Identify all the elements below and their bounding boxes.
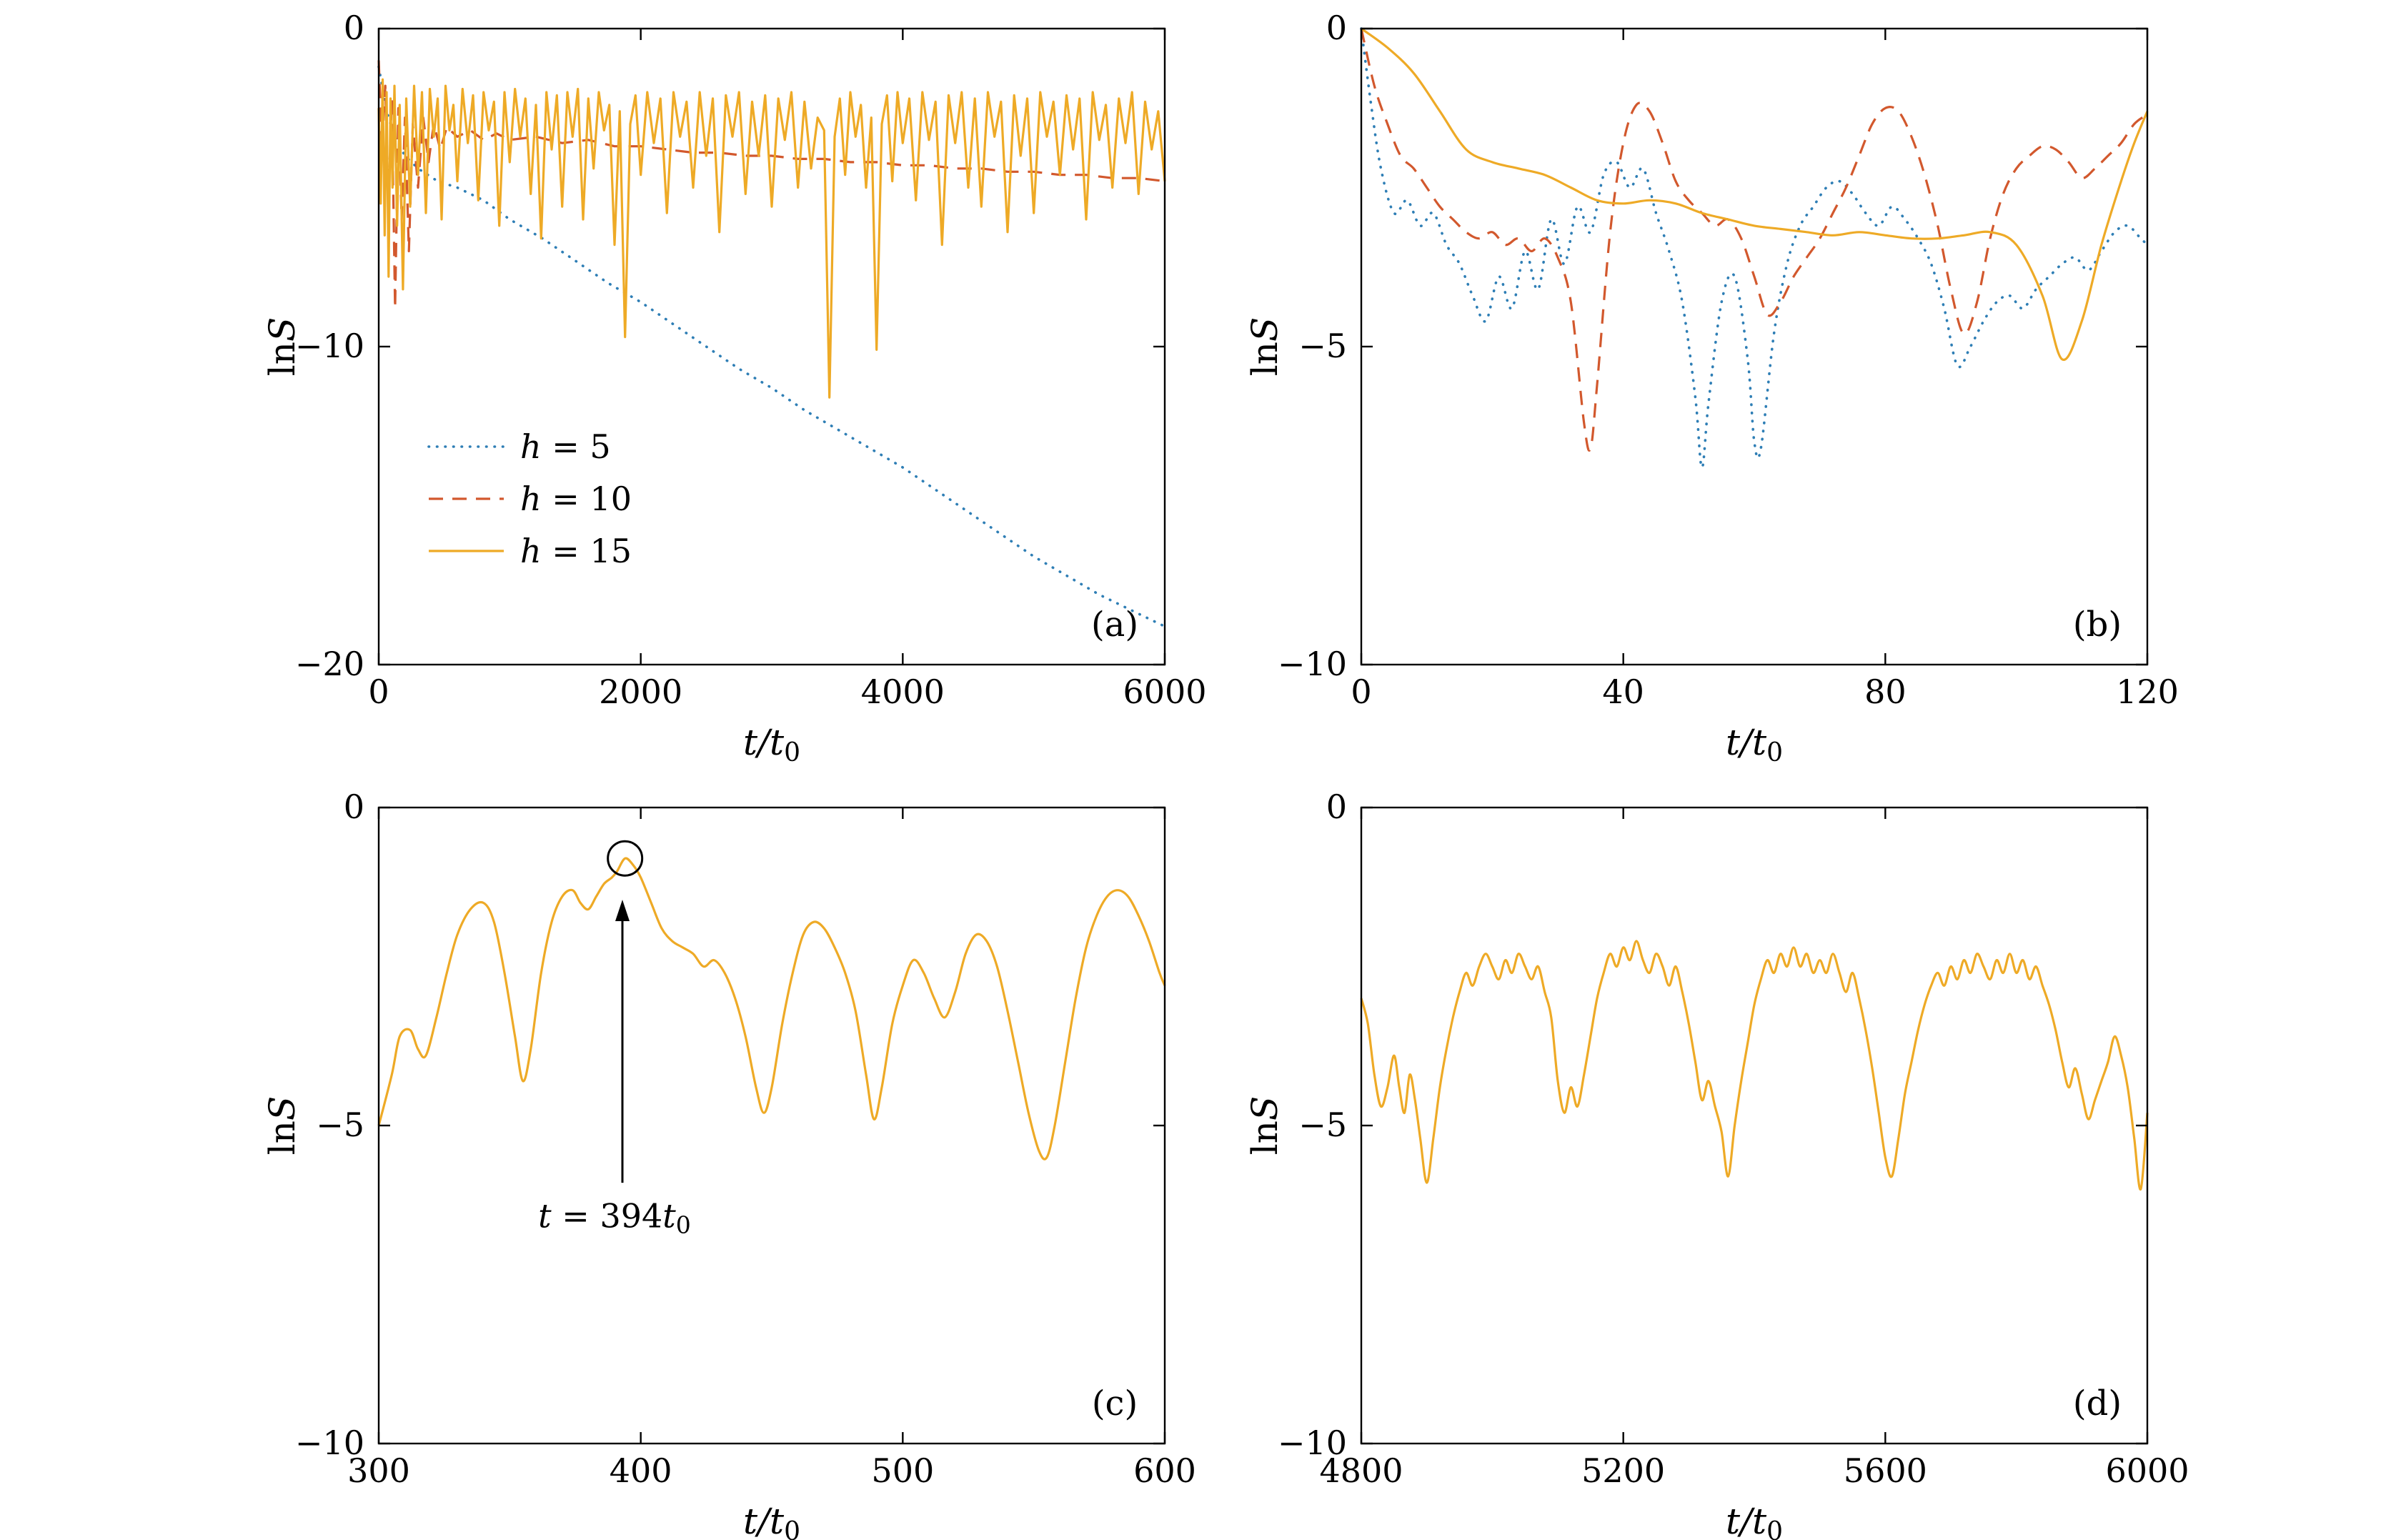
label-text: (d) [2073,1383,2122,1424]
label-text: −20 [295,645,364,683]
label-text: 5600 [1844,1451,1927,1490]
label-text: lnS [262,1096,303,1155]
label-text: −10 [295,1424,364,1462]
label-text: t/t0 [743,1501,800,1540]
panel-c: t = 394t0 300 400 500 600 0 −5 −10 t/t0 lnS (c) [262,788,1196,1540]
label-text: 400 [610,1451,672,1490]
label-text: lnS [1244,1096,1286,1155]
label-text: 0 [368,672,389,711]
curve-h-15 [1361,27,2149,362]
panel-b: 0 40 80 120 0 −5 −10 t/t0 lnS (b) [1244,9,2179,767]
label-text: −10 [295,327,364,365]
label-text: h = 5 [520,427,611,466]
label-text: t/t0 [1726,1501,1783,1540]
curve-h-15 [377,78,1166,399]
label-text: 0 [344,788,364,826]
label-text: −10 [1278,1424,1347,1462]
curve-h-10 [1360,28,2148,452]
label-text: 2000 [599,672,682,711]
label-text: 4000 [861,672,945,711]
panel-a: 0 2000 4000 6000 0 −10 −20 t/t0 lnS (a) h = 5 h = 1… [262,9,1207,767]
curves-layer [377,857,1166,1161]
label-text: lnS [262,317,303,376]
label-text: −10 [1278,645,1347,683]
label-text: 500 [871,1451,934,1490]
label-text: lnS [1244,317,1286,376]
curve-h-10 [377,60,1165,310]
label-text: h = 15 [520,532,632,570]
label-text: (b) [2073,605,2122,645]
curve-h-15 [377,857,1166,1161]
label-text: 0 [1326,788,1347,826]
label-text: 6000 [1123,672,1206,711]
label-text: 0 [344,9,364,47]
annotation-arrowhead-icon [615,900,630,922]
label-text: t = 394t0 [538,1196,691,1238]
label-text: −5 [1298,1106,1347,1144]
label-text: 120 [2116,672,2179,711]
curve-h-5 [377,65,1166,628]
label-text: t/t0 [743,722,800,767]
axis-ticks: 0 40 80 120 0 −5 −10 [1278,9,2179,711]
legend: h = 5 h = 10 h = 15 [427,427,632,570]
curve-h-15 [1360,940,2149,1191]
label-text: (c) [1092,1383,1138,1424]
label-text: 0 [1351,672,1371,711]
label-text: t/t0 [1726,722,1783,767]
label-text: 0 [1326,9,1347,47]
label-text: 600 [1133,1451,1196,1490]
label-text: h = 10 [520,480,632,518]
label-text: 5200 [1581,1451,1665,1490]
axis-ticks: 300 400 500 600 0 −5 −10 [295,788,1196,1490]
curves-layer [1360,27,2149,469]
label-text: 80 [1864,672,1907,711]
curves-layer [1360,940,2149,1191]
panel-d: 4800 5200 5600 6000 0 −5 −10 t/t0 lnS (d) [1244,788,2189,1540]
label-text: 300 [347,1451,410,1490]
plot-frame [377,806,1166,1445]
label-text: 4800 [1319,1451,1403,1490]
plot-frame [1360,806,2149,1445]
label-text: −5 [1298,327,1347,365]
axis-ticks: 4800 5200 5600 6000 0 −5 −10 [1278,788,2189,1490]
label-text: 40 [1602,672,1644,711]
curve-h-5 [1360,27,2149,469]
axis-ticks: 0 2000 4000 6000 0 −10 −20 [295,9,1207,711]
label-text: (a) [1091,605,1138,645]
label-text: −5 [316,1106,364,1144]
peak-circle [607,840,644,877]
curves-layer [377,60,1166,628]
plot-frame [377,27,1166,666]
plot-frame [1360,27,2149,666]
label-text: 6000 [2105,1451,2189,1490]
